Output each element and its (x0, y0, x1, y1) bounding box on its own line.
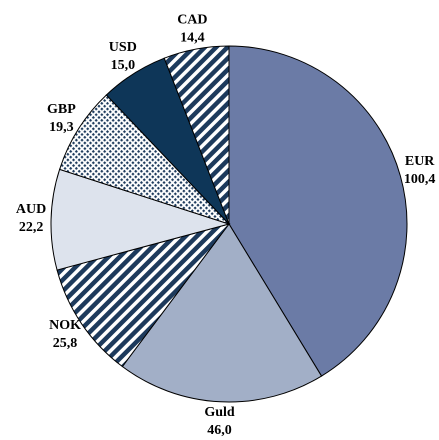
pie-slice (50, 168, 231, 271)
slice-value-label: 22,2 (19, 220, 44, 235)
pie-slice (121, 223, 323, 403)
slice-label: GBP (47, 102, 76, 117)
pie-slice (163, 45, 230, 225)
slice-label: AUD (16, 202, 46, 217)
slice-value-label: 19,3 (49, 120, 74, 135)
pie-slice (228, 45, 408, 377)
slice-label: EUR (405, 154, 435, 169)
slice-label: CAD (177, 13, 207, 28)
slice-label: Guld (204, 405, 235, 420)
slice-label: USD (109, 40, 137, 55)
slice-value-label: 15,0 (111, 58, 136, 73)
slice-value-label: 25,8 (53, 336, 78, 351)
slice-value-label: 100,4 (404, 172, 436, 187)
slice-label: NOK (49, 318, 81, 333)
slice-value-label: 46,0 (207, 423, 232, 438)
pie-slice (56, 223, 231, 368)
slice-value-label: 14,4 (180, 31, 205, 46)
